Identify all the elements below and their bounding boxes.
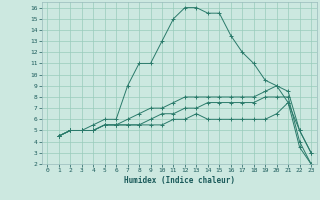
X-axis label: Humidex (Indice chaleur): Humidex (Indice chaleur) [124, 176, 235, 185]
